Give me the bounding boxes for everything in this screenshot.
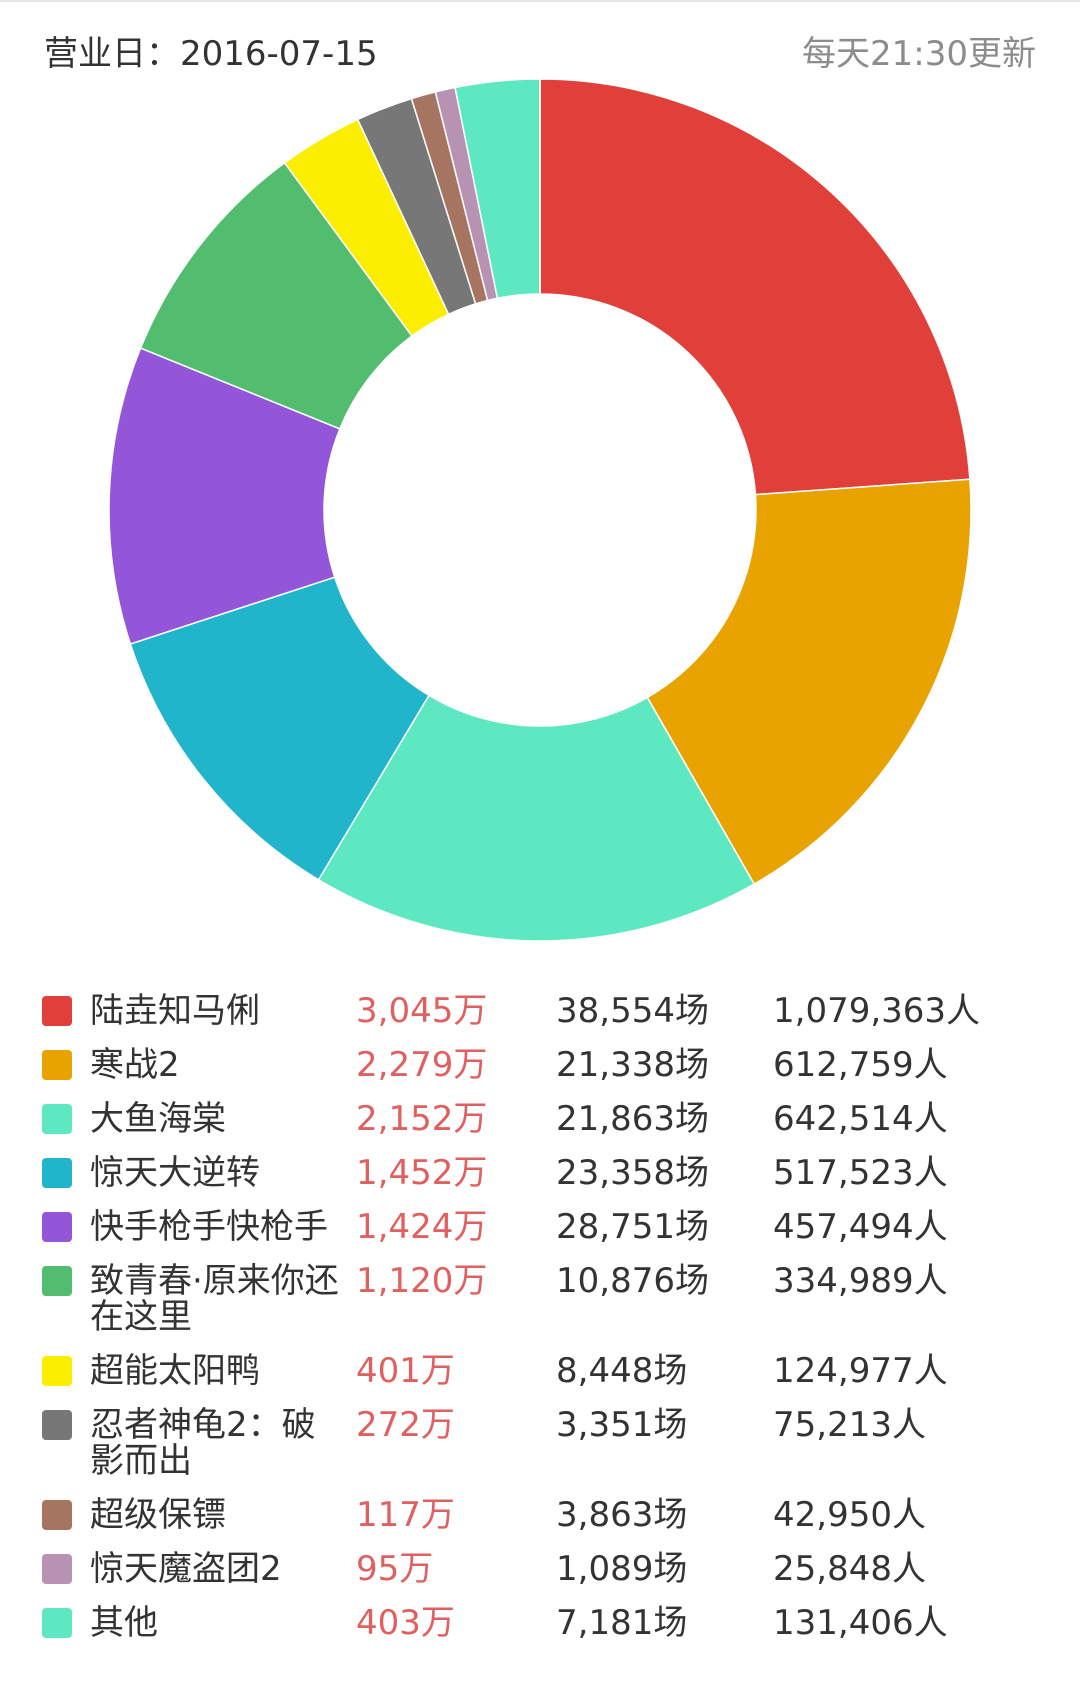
- legend-row[interactable]: 大鱼海棠 2,152万 21,863场 642,514人: [0, 1101, 1080, 1137]
- legend-film-name: 大鱼海棠: [90, 1099, 226, 1139]
- legend-screenings: 21,863场: [556, 1099, 709, 1139]
- legend-swatch: [42, 1212, 72, 1242]
- legend-row[interactable]: 寒战2 2,279万 21,338场 612,759人: [0, 1047, 1080, 1083]
- header-bar: 营业日：2016-07-15 每天21:30更新: [0, 26, 1080, 86]
- legend-swatch: [42, 1050, 72, 1080]
- legend-screenings: 3,351场: [556, 1405, 688, 1445]
- donut-slice-11[interactable]: [454, 78, 541, 300]
- legend-screenings: 21,338场: [556, 1045, 709, 1085]
- top-divider: [0, 0, 1080, 2]
- legend-box-office: 2,279万: [356, 1045, 488, 1085]
- legend-swatch: [42, 1500, 72, 1530]
- legend-admissions: 642,514人: [773, 1099, 948, 1139]
- legend-box-office: 95万: [356, 1549, 434, 1589]
- legend-admissions: 334,989人: [773, 1261, 948, 1301]
- legend-admissions: 457,494人: [773, 1207, 948, 1247]
- legend-row[interactable]: 忍者神龟2：破影而出 272万 3,351场 75,213人: [0, 1407, 1080, 1479]
- legend-film-name: 惊天魔盗团2: [90, 1549, 282, 1589]
- legend-admissions: 517,523人: [773, 1153, 948, 1193]
- legend-box-office: 272万: [356, 1405, 455, 1445]
- legend-admissions: 75,213人: [773, 1405, 926, 1445]
- legend-film-name: 超级保镖: [90, 1495, 226, 1535]
- legend-swatch: [42, 1266, 72, 1296]
- business-date: 营业日：2016-07-15: [44, 34, 378, 74]
- legend-admissions: 612,759人: [773, 1045, 948, 1085]
- legend-row[interactable]: 超能太阳鸭 401万 8,448场 124,977人: [0, 1353, 1080, 1389]
- legend-box-office: 1,120万: [356, 1261, 488, 1301]
- legend-screenings: 8,448场: [556, 1351, 688, 1391]
- legend-box-office: 1,424万: [356, 1207, 488, 1247]
- legend-swatch: [42, 1104, 72, 1134]
- legend-screenings: 28,751场: [556, 1207, 709, 1247]
- legend-swatch: [42, 1158, 72, 1188]
- chart-legend: 陆垚知马俐 3,045万 38,554场 1,079,363人寒战2 2,279万 21,…: [0, 993, 1080, 1659]
- legend-screenings: 1,089场: [556, 1549, 688, 1589]
- legend-box-office: 1,452万: [356, 1153, 488, 1193]
- legend-swatch: [42, 1410, 72, 1440]
- legend-screenings: 10,876场: [556, 1261, 709, 1301]
- legend-screenings: 7,181场: [556, 1603, 688, 1643]
- donut-slice-2[interactable]: [646, 478, 972, 886]
- legend-film-name: 忍者神龟2：破影而出: [90, 1405, 316, 1481]
- legend-box-office: 3,045万: [356, 991, 488, 1031]
- legend-swatch: [42, 1356, 72, 1386]
- legend-admissions: 1,079,363人: [773, 991, 981, 1031]
- update-schedule-note: 每天21:30更新: [802, 34, 1036, 74]
- legend-screenings: 23,358场: [556, 1153, 709, 1193]
- legend-row[interactable]: 超级保镖 117万 3,863场 42,950人: [0, 1497, 1080, 1533]
- legend-film-name: 惊天大逆转: [90, 1153, 260, 1193]
- legend-row[interactable]: 惊天大逆转 1,452万 23,358场 517,523人: [0, 1155, 1080, 1191]
- legend-swatch: [42, 996, 72, 1026]
- legend-row[interactable]: 惊天魔盗团2 95万 1,089场 25,848人: [0, 1551, 1080, 1587]
- legend-row[interactable]: 陆垚知马俐 3,045万 38,554场 1,079,363人: [0, 993, 1080, 1029]
- legend-film-name: 致青春·原来你还在这里: [90, 1261, 339, 1337]
- donut-slice-1[interactable]: [539, 78, 971, 496]
- legend-swatch: [42, 1554, 72, 1584]
- donut-slice-4[interactable]: [129, 576, 431, 881]
- legend-screenings: 3,863场: [556, 1495, 688, 1535]
- legend-swatch: [42, 1608, 72, 1638]
- legend-film-name: 其他: [90, 1603, 158, 1643]
- donut-chart: [0, 60, 1080, 960]
- legend-row[interactable]: 致青春·原来你还在这里 1,120万 10,876场 334,989人: [0, 1263, 1080, 1335]
- legend-box-office: 117万: [356, 1495, 455, 1535]
- donut-slice-5[interactable]: [108, 347, 341, 645]
- legend-box-office: 403万: [356, 1603, 455, 1643]
- legend-film-name: 快手枪手快枪手: [90, 1207, 328, 1247]
- legend-admissions: 25,848人: [773, 1549, 926, 1589]
- legend-row[interactable]: 快手枪手快枪手 1,424万 28,751场 457,494人: [0, 1209, 1080, 1245]
- legend-film-name: 陆垚知马俐: [90, 991, 260, 1031]
- legend-admissions: 131,406人: [773, 1603, 948, 1643]
- donut-chart-svg: [108, 78, 972, 942]
- donut-slice-3[interactable]: [317, 694, 756, 942]
- legend-row[interactable]: 其他 403万 7,181场 131,406人: [0, 1605, 1080, 1641]
- legend-film-name: 超能太阳鸭: [90, 1351, 260, 1391]
- legend-box-office: 401万: [356, 1351, 455, 1391]
- legend-admissions: 124,977人: [773, 1351, 948, 1391]
- legend-box-office: 2,152万: [356, 1099, 488, 1139]
- legend-film-name: 寒战2: [90, 1045, 180, 1085]
- legend-admissions: 42,950人: [773, 1495, 926, 1535]
- legend-screenings: 38,554场: [556, 991, 709, 1031]
